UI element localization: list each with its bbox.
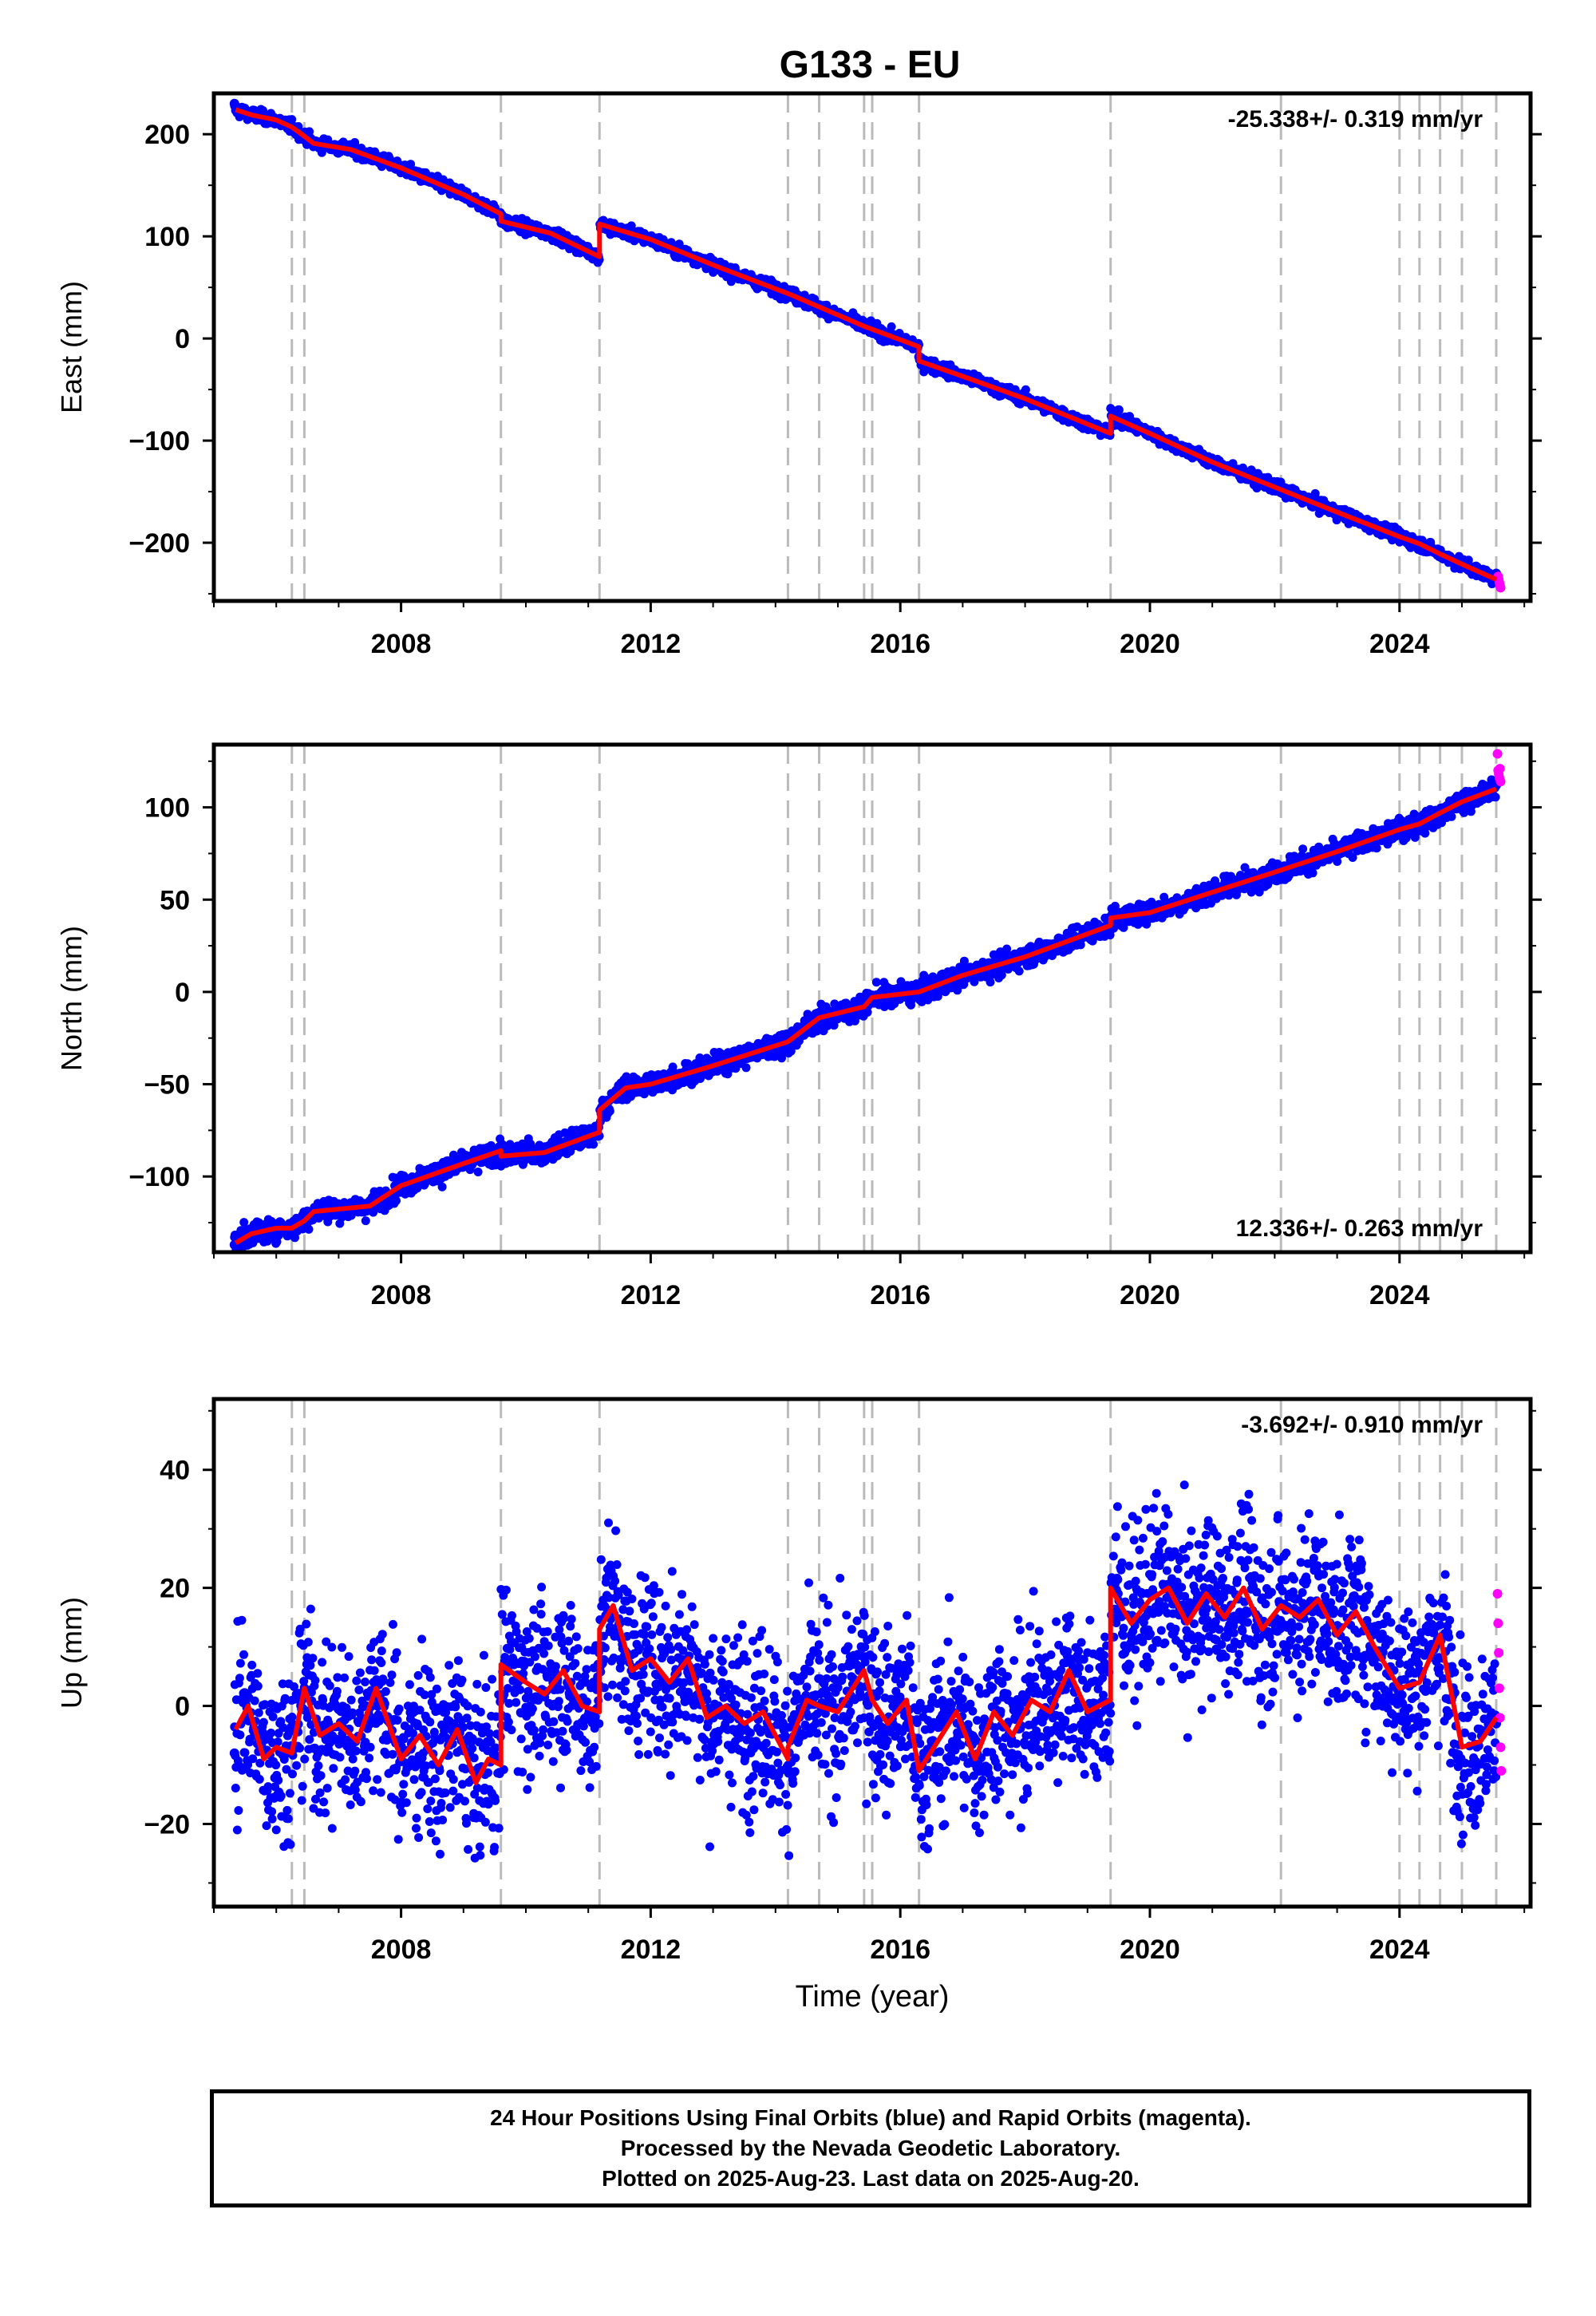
data-point bbox=[473, 1168, 483, 1176]
data-point bbox=[668, 1062, 678, 1072]
final-points bbox=[229, 98, 1506, 593]
x-tick-label: 2024 bbox=[1369, 629, 1430, 659]
data-point bbox=[933, 992, 942, 1001]
data-point bbox=[1333, 857, 1342, 866]
data-point bbox=[1348, 853, 1357, 862]
data-point bbox=[239, 1218, 249, 1227]
data-point bbox=[871, 978, 881, 987]
data-point bbox=[887, 322, 896, 331]
data-point bbox=[1113, 405, 1124, 415]
data-point bbox=[1002, 944, 1012, 954]
x-tick-label: 2016 bbox=[870, 629, 930, 659]
data-point bbox=[1119, 923, 1128, 932]
data-point bbox=[1298, 844, 1308, 854]
data-point bbox=[1372, 844, 1381, 853]
model-line bbox=[235, 107, 1498, 582]
rapid-point bbox=[1495, 583, 1506, 593]
data-point bbox=[229, 98, 239, 109]
x-tick-label: 2012 bbox=[621, 629, 681, 659]
data-point bbox=[1076, 940, 1085, 950]
data-point bbox=[392, 1196, 401, 1205]
y-axis-label: East (mm) bbox=[55, 281, 88, 413]
y-tick-label: 100 bbox=[144, 222, 190, 252]
data-point bbox=[1021, 385, 1030, 394]
data-point bbox=[1308, 868, 1317, 878]
plot-frame bbox=[211, 91, 1533, 603]
data-point bbox=[1464, 555, 1473, 565]
x-tick-label: 2008 bbox=[371, 629, 432, 659]
panels: −200 −100 0 100 200 2008 2012 2016 2020 2024 East … bbox=[55, 91, 1542, 2014]
data-point bbox=[305, 127, 314, 136]
data-point bbox=[1105, 931, 1115, 940]
data-point bbox=[1014, 966, 1024, 976]
y-tick-label: 0 bbox=[175, 324, 190, 354]
rate-annotation: -25.338+/- 0.319 mm/yr bbox=[1228, 106, 1483, 132]
x-tick-label: 2020 bbox=[1120, 629, 1180, 659]
y-tick-label: 200 bbox=[144, 120, 190, 150]
data-point bbox=[741, 1063, 751, 1073]
chart-title: G133 - EU bbox=[780, 44, 961, 86]
data-point bbox=[437, 1182, 447, 1192]
data-point bbox=[605, 1106, 614, 1116]
y-tick-label: −200 bbox=[128, 528, 190, 559]
data-point bbox=[997, 970, 1006, 980]
data-point bbox=[361, 1216, 370, 1226]
panel-1: −200 −100 0 100 200 2008 2012 2016 2020 2024 East … bbox=[55, 91, 1542, 659]
data-point bbox=[287, 115, 297, 124]
data-point bbox=[406, 160, 416, 169]
data-point bbox=[304, 1224, 314, 1234]
data-point bbox=[589, 1140, 598, 1149]
y-tick-label: −100 bbox=[128, 426, 190, 456]
data-point bbox=[986, 978, 995, 987]
